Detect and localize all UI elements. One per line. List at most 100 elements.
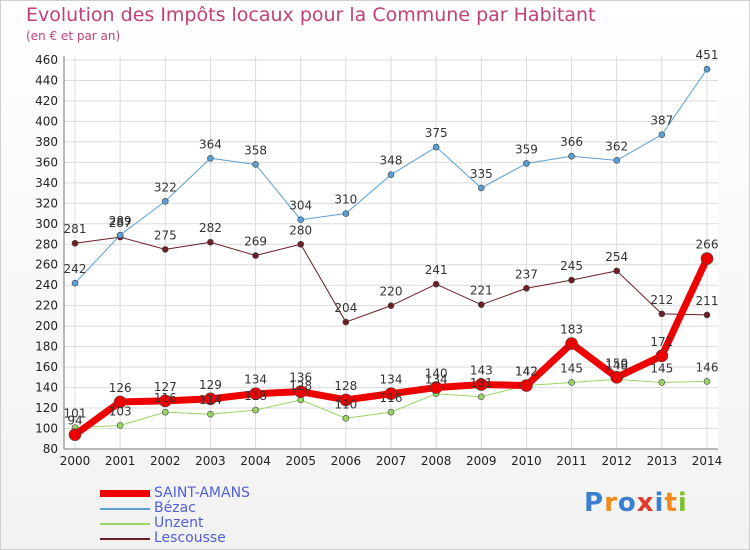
data-label: 142: [515, 365, 538, 379]
y-tick-label: 140: [35, 381, 58, 395]
data-label: 134: [380, 373, 403, 387]
data-label: 221: [470, 284, 493, 298]
data-label: 150: [605, 356, 628, 370]
data-label: 94: [67, 414, 82, 428]
x-tick-label: 2014: [692, 454, 723, 468]
data-label: 114: [199, 393, 222, 407]
x-tick-label: 2007: [376, 454, 407, 468]
y-tick-label: 420: [35, 94, 58, 108]
legend-item: Unzent: [100, 516, 360, 531]
y-tick-label: 100: [35, 422, 58, 436]
x-tick-label: 2004: [240, 454, 271, 468]
data-label: 348: [380, 154, 403, 168]
data-point: [158, 394, 172, 408]
x-tick-label: 2009: [466, 454, 497, 468]
data-label: 280: [289, 223, 312, 237]
data-label: 275: [154, 228, 177, 242]
data-label: 359: [515, 142, 538, 156]
chart-title: Evolution des Impôts locaux pour la Comm…: [26, 4, 596, 26]
legend-item: Bézac: [100, 501, 360, 516]
data-label: 146: [696, 360, 719, 374]
data-label: 142: [515, 365, 538, 379]
x-tick-label: 2010: [511, 454, 542, 468]
data-label: 171: [650, 335, 673, 349]
data-point: [68, 428, 82, 441]
data-point: [294, 385, 308, 398]
data-label: 211: [696, 294, 719, 308]
y-tick-label: 80: [43, 442, 58, 456]
y-tick-label: 360: [35, 155, 58, 169]
data-label: 289: [109, 214, 132, 228]
legend-swatch: [100, 490, 150, 497]
data-point: [477, 393, 485, 401]
chart-subtitle: (en € et par an): [26, 29, 121, 43]
data-point: [204, 392, 217, 406]
data-label: 335: [470, 167, 493, 181]
x-tick-label: 2011: [556, 454, 587, 468]
data-label: 254: [605, 250, 628, 264]
data-label: 128: [289, 379, 312, 393]
legend-label: SAINT-AMANS: [154, 485, 250, 501]
data-label: 451: [696, 48, 719, 62]
data-label: 266: [696, 238, 719, 252]
data-point: [71, 239, 79, 247]
data-point: [342, 414, 350, 422]
data-point: [342, 210, 350, 217]
data-label: 366: [560, 135, 583, 149]
legend-item: Lescousse: [100, 531, 360, 546]
data-label: 128: [334, 379, 357, 393]
data-point: [703, 378, 711, 385]
logo-letter: r: [604, 488, 618, 518]
data-label: 322: [154, 180, 177, 194]
data-point: [116, 231, 124, 239]
data-point: [658, 310, 666, 318]
data-point: [113, 395, 127, 409]
chart-legend: SAINT-AMANS Bézac Unzent Lescousse: [100, 486, 360, 546]
data-label: 237: [515, 267, 538, 281]
data-label: 282: [199, 221, 222, 235]
y-tick-label: 440: [35, 73, 58, 87]
data-point: [342, 318, 350, 326]
data-label: 148: [605, 358, 628, 372]
data-point: [703, 65, 711, 73]
logo-letter: t: [664, 488, 678, 518]
data-label: 364: [199, 137, 222, 151]
x-tick-label: 2013: [647, 454, 678, 468]
data-point: [565, 337, 578, 350]
data-label: 134: [425, 373, 448, 387]
data-label: 118: [244, 389, 267, 403]
y-tick-label: 300: [35, 217, 58, 231]
data-point: [523, 284, 530, 292]
y-tick-label: 380: [35, 135, 58, 149]
data-point: [568, 276, 575, 284]
x-tick-label: 2005: [285, 454, 316, 468]
x-tick-label: 2003: [195, 454, 226, 468]
data-label: 116: [380, 391, 403, 405]
proxiti-logo: Proxiti: [584, 488, 688, 518]
data-point: [429, 381, 443, 394]
data-label: 375: [425, 126, 448, 140]
y-tick-label: 460: [35, 53, 58, 67]
x-tick-label: 2012: [601, 454, 632, 468]
data-point: [477, 184, 485, 192]
data-point: [207, 410, 214, 418]
data-label: 358: [244, 143, 267, 157]
data-label: 204: [334, 301, 357, 315]
data-label: 129: [199, 378, 222, 392]
data-label: 145: [560, 361, 583, 375]
data-point: [655, 349, 669, 363]
data-point: [568, 152, 575, 160]
x-tick-label: 2008: [421, 454, 452, 468]
data-point: [474, 378, 488, 391]
legend-swatch: [100, 538, 150, 540]
data-point: [207, 238, 214, 246]
data-label: 269: [244, 235, 267, 249]
data-point: [387, 302, 395, 309]
data-point: [387, 408, 395, 416]
x-tick-label: 2000: [60, 454, 91, 468]
data-label: 143: [470, 364, 493, 378]
legend-item: SAINT-AMANS: [100, 486, 360, 501]
logo-letter: x: [636, 488, 655, 518]
data-point: [432, 280, 440, 288]
logo-letter: i: [677, 488, 688, 518]
